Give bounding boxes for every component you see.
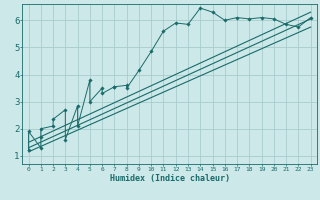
X-axis label: Humidex (Indice chaleur): Humidex (Indice chaleur) — [110, 174, 230, 183]
